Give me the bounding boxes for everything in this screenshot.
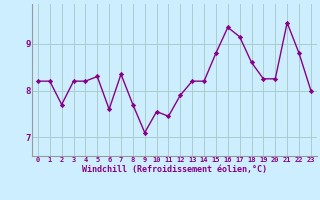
X-axis label: Windchill (Refroidissement éolien,°C): Windchill (Refroidissement éolien,°C) bbox=[82, 165, 267, 174]
